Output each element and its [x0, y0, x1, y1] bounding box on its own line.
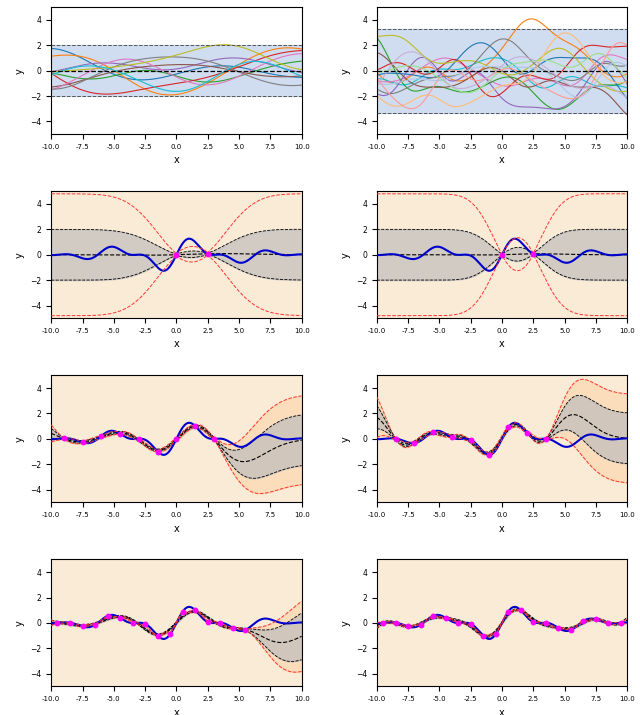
Point: [403, 621, 413, 632]
Point: [409, 438, 419, 449]
Y-axis label: y: y: [15, 620, 25, 626]
Y-axis label: y: y: [340, 252, 350, 257]
Point: [428, 426, 438, 438]
Point: [65, 617, 75, 628]
X-axis label: x: x: [173, 708, 179, 715]
X-axis label: x: x: [173, 523, 179, 533]
Point: [152, 630, 163, 641]
Point: [390, 433, 401, 444]
X-axis label: x: x: [499, 340, 505, 350]
Point: [541, 433, 551, 444]
Point: [541, 617, 551, 628]
Y-axis label: y: y: [15, 252, 25, 257]
X-axis label: x: x: [499, 155, 505, 165]
Point: [528, 248, 538, 260]
Point: [177, 606, 188, 617]
Point: [478, 630, 488, 641]
X-axis label: x: x: [499, 708, 505, 715]
Point: [378, 617, 388, 628]
Point: [240, 624, 250, 636]
Point: [528, 616, 538, 628]
Point: [152, 445, 163, 457]
X-axis label: x: x: [173, 340, 179, 350]
Point: [440, 612, 451, 623]
Y-axis label: y: y: [340, 620, 350, 626]
Point: [591, 613, 601, 625]
Point: [165, 628, 175, 640]
Point: [140, 618, 150, 630]
Point: [553, 622, 563, 633]
Point: [190, 420, 200, 432]
Y-axis label: y: y: [340, 436, 350, 442]
Point: [491, 628, 501, 640]
Point: [115, 428, 125, 440]
Point: [209, 433, 219, 445]
Point: [415, 619, 426, 631]
Point: [77, 621, 88, 632]
Point: [604, 618, 614, 629]
Point: [465, 618, 476, 630]
Point: [115, 612, 125, 623]
Point: [59, 433, 69, 444]
Point: [566, 624, 576, 636]
Point: [522, 428, 532, 439]
Point: [579, 616, 589, 627]
Point: [484, 449, 495, 460]
Point: [52, 617, 63, 628]
Point: [465, 434, 476, 445]
X-axis label: x: x: [499, 523, 505, 533]
Point: [228, 622, 238, 633]
Point: [503, 422, 513, 433]
Point: [390, 617, 401, 628]
Point: [172, 249, 182, 260]
Point: [503, 606, 513, 617]
Point: [203, 616, 213, 628]
Point: [428, 610, 438, 621]
Point: [102, 610, 113, 621]
Point: [616, 617, 626, 628]
Point: [447, 432, 457, 443]
Y-axis label: y: y: [340, 68, 350, 74]
Point: [453, 617, 463, 628]
Point: [190, 604, 200, 616]
Point: [497, 249, 507, 260]
Point: [172, 433, 182, 445]
Y-axis label: y: y: [15, 68, 25, 74]
Point: [127, 617, 138, 628]
Point: [77, 437, 88, 448]
Point: [215, 617, 225, 628]
Point: [203, 248, 213, 260]
Point: [90, 619, 100, 631]
X-axis label: x: x: [173, 155, 179, 165]
Y-axis label: y: y: [15, 436, 25, 442]
Point: [134, 433, 144, 445]
Point: [516, 604, 526, 616]
Point: [96, 430, 106, 442]
